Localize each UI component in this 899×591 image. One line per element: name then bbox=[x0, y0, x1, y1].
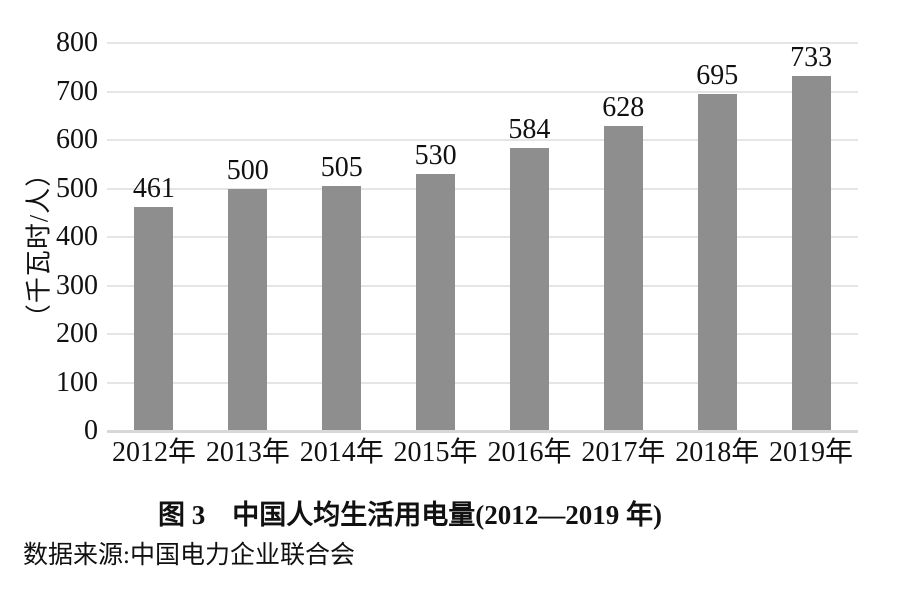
gridline bbox=[107, 333, 858, 335]
bar-value-label: 695 bbox=[696, 59, 739, 91]
x-tick-label: 2013年 bbox=[205, 437, 290, 468]
bar bbox=[416, 173, 456, 431]
bar-value-label: 530 bbox=[414, 139, 457, 171]
gridline bbox=[107, 187, 858, 190]
gridline bbox=[107, 381, 858, 384]
bar-value-label: 628 bbox=[602, 92, 645, 124]
bar-value-label: 584 bbox=[508, 113, 551, 145]
gridline bbox=[107, 284, 858, 287]
x-tick-label: 2019年 bbox=[769, 437, 854, 468]
y-tick-label: 0 bbox=[84, 415, 98, 446]
data-source-note: 数据来源:中国电力企业联合会 bbox=[23, 542, 355, 569]
bar bbox=[603, 126, 643, 431]
bar bbox=[697, 93, 737, 431]
x-tick-label: 2018年 bbox=[675, 437, 760, 468]
bar bbox=[791, 75, 831, 431]
bar-value-label: 461 bbox=[132, 173, 175, 205]
y-tick-label: 100 bbox=[56, 366, 98, 398]
bar-value-label: 733 bbox=[790, 41, 833, 73]
x-axis-line bbox=[107, 429, 858, 433]
x-tick-label: 2012年 bbox=[111, 437, 196, 468]
y-tick-label: 500 bbox=[56, 172, 98, 204]
y-tick-label: 800 bbox=[56, 27, 98, 58]
gridline bbox=[107, 42, 858, 44]
y-tick-label: 400 bbox=[56, 221, 98, 252]
bar bbox=[228, 188, 268, 431]
bar-value-label: 505 bbox=[320, 152, 363, 184]
gridline bbox=[107, 139, 858, 141]
x-tick-label: 2014年 bbox=[299, 437, 384, 468]
y-tick-label: 200 bbox=[56, 318, 98, 349]
x-tick-label: 2015年 bbox=[393, 437, 478, 468]
bar bbox=[509, 147, 549, 431]
y-tick-label: 300 bbox=[56, 269, 98, 301]
bar bbox=[322, 186, 362, 431]
gridline bbox=[107, 90, 858, 93]
gridline bbox=[107, 236, 858, 238]
y-tick-label: 700 bbox=[56, 75, 98, 107]
x-tick-label: 2017年 bbox=[581, 437, 666, 468]
y-tick-label: 600 bbox=[56, 124, 98, 155]
bar-value-label: 500 bbox=[226, 154, 269, 186]
bar bbox=[134, 207, 174, 431]
figure-caption: 图 3 中国人均生活用电量(2012—2019 年) bbox=[158, 500, 662, 530]
x-tick-label: 2016年 bbox=[487, 437, 572, 468]
